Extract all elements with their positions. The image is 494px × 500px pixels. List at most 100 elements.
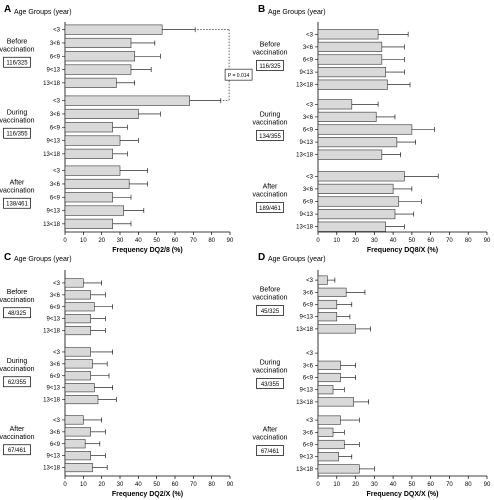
age-label: 6<9 (50, 125, 61, 131)
count-label: 45/325 (261, 309, 280, 315)
group-label: After vaccination (0, 426, 35, 441)
age-label: 3<6 (50, 112, 61, 118)
bar (64, 394, 99, 405)
x-tick-label: 40 (390, 238, 397, 244)
group-label: During vaccination (252, 112, 287, 127)
age-label: 13<18 (43, 398, 61, 404)
group-label: During vaccination (0, 358, 35, 373)
bar (64, 427, 91, 437)
bar (64, 165, 121, 176)
count-box (256, 445, 284, 456)
age-label: 13<18 (296, 153, 314, 159)
x-tick-label: 50 (153, 238, 160, 244)
age-group-block: <3 3<6 6<9 9<13 13<18 During vaccination 116/35… (0, 95, 222, 159)
panel-a: A Age Groups (year) 0 10 20 30 40 50 60 70 80 90 Fre… (0, 4, 253, 254)
age-label: 6<9 (303, 443, 314, 449)
y-axis-title: Age Groups (year) (268, 256, 326, 263)
x-tick-label: 10 (80, 238, 87, 244)
bar (64, 451, 91, 461)
age-label: <3 (53, 99, 61, 105)
age-label: 9<13 (299, 140, 313, 146)
age-label: <3 (306, 174, 314, 180)
count-box (3, 307, 31, 319)
bar (317, 111, 377, 122)
bar (317, 385, 334, 395)
count-label: 189/461 (259, 206, 281, 212)
bar (64, 415, 84, 425)
panel-c: C Age Groups (year) 0 10 20 30 40 50 60 70 80 90 Fre… (0, 252, 234, 498)
bar (317, 79, 388, 90)
x-tick-label: 50 (409, 238, 416, 244)
group-label: During vaccination (252, 360, 287, 375)
bar (317, 415, 341, 425)
age-group-block: <3 3<6 6<9 9<13 13<18 Before vaccination 48/325 (0, 278, 113, 336)
count-box (256, 130, 284, 141)
panel-b: B Age Groups (year) 0 10 20 30 40 50 60 70 80 90 Fre… (252, 4, 491, 254)
count-label: 48/325 (8, 311, 27, 317)
bar (317, 452, 339, 462)
bar (317, 275, 328, 285)
bar (64, 314, 91, 324)
age-group-block: <3 3<6 6<9 9<13 13<18 Before vaccination 116/32… (252, 29, 411, 90)
bar (317, 171, 405, 182)
x-tick-label: 40 (135, 482, 142, 488)
bar (64, 37, 132, 49)
y-axis-title: Age Groups (year) (14, 256, 72, 263)
age-label: 9<13 (299, 70, 313, 76)
x-tick-label: 60 (427, 482, 434, 488)
bar (317, 149, 383, 160)
age-group-block: <3 3<6 6<9 9<13 13<18 After vaccination 189/461 (252, 171, 439, 232)
age-label: <3 (306, 418, 314, 424)
count-label: 62/355 (8, 380, 27, 386)
age-label: <3 (306, 32, 314, 38)
age-label: 3<6 (303, 187, 314, 193)
bar (317, 221, 386, 232)
x-tick-label: 90 (484, 238, 491, 244)
x-axis-label: Frequency DQ8/X (%) (367, 247, 438, 254)
age-label: <3 (53, 28, 61, 34)
x-tick-label: 80 (208, 238, 215, 244)
x-tick-label: 70 (190, 238, 197, 244)
count-box (3, 376, 31, 388)
bar (317, 299, 338, 310)
x-tick-label: 80 (465, 238, 472, 244)
bar (317, 67, 386, 78)
age-label: 6<9 (50, 442, 61, 448)
p-value-label: P = 0.014 (228, 73, 250, 79)
bar (317, 196, 400, 207)
significance-bracket: P = 0.014 (197, 29, 253, 101)
age-group-block: <3 3<6 6<9 9<13 13<18 During vaccination 62/355 (0, 347, 117, 405)
x-axis-label: Frequency DQX/X (%) (367, 491, 439, 498)
p-value-box (224, 68, 253, 81)
age-label: 3<6 (50, 362, 61, 368)
age-group-block: <3 3<6 6<9 9<13 13<18 After vaccination 138/461 (0, 165, 148, 229)
age-label: 6<9 (303, 303, 314, 309)
age-label: 13<18 (43, 152, 61, 158)
x-tick-label: 40 (135, 238, 142, 244)
panel-letter: D (258, 252, 265, 263)
count-box (3, 444, 31, 456)
x-tick-label: 60 (172, 238, 179, 244)
x-tick-label: 30 (371, 238, 378, 244)
age-label: 9<13 (299, 212, 313, 218)
age-group-block: <3 3<6 6<9 9<13 13<18 Before vaccination 45/325 (252, 275, 371, 334)
age-group-block: <3 3<6 6<9 9<13 13<18 During vaccination 43/355 (252, 351, 370, 407)
bar (64, 122, 113, 133)
age-label: 3<6 (50, 182, 61, 188)
age-label: 9<13 (46, 209, 60, 215)
bar (64, 205, 124, 216)
group-label: Before vaccination (0, 289, 35, 304)
bar (64, 51, 135, 62)
y-axis-title: Age Groups (year) (268, 9, 326, 16)
x-tick-label: 0 (316, 482, 320, 488)
x-tick-label: 60 (172, 482, 179, 488)
count-label: 116/325 (259, 64, 281, 70)
bar (317, 464, 360, 474)
age-group-block: <3 3<6 6<9 9<13 13<18 After vaccination 67/461 (252, 415, 375, 474)
count-label: 138/461 (6, 202, 28, 208)
age-label: 6<9 (50, 305, 61, 311)
bar (317, 99, 353, 110)
age-label: 13<18 (296, 400, 314, 406)
bar (317, 360, 341, 370)
